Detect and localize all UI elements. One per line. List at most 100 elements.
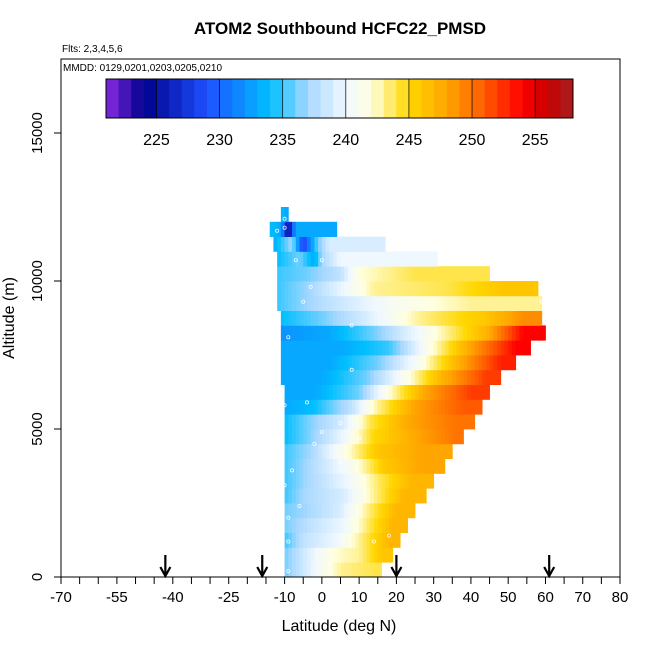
heat-cell [385,340,390,356]
heat-cell [303,458,308,474]
heat-cell [407,340,412,356]
down-arrow-icon [543,555,556,579]
heat-cell [388,355,394,371]
heat-cell [306,532,312,548]
heat-cell [385,547,390,563]
colorbar-swatch [307,79,321,118]
heat-cell [403,429,408,445]
heat-cell [306,355,312,371]
heat-cell [370,340,375,356]
heat-cell [403,295,408,311]
heat-cell [433,399,438,415]
heat-cell [325,295,330,311]
heat-cell [426,414,431,430]
heat-cell [284,221,289,237]
heat-cell [306,281,312,297]
heat-cell [403,384,408,400]
heat-cell [295,473,300,489]
heat-cell [526,281,531,297]
heat-cell [534,310,539,326]
heat-cell [504,340,509,356]
heat-cell [474,295,479,311]
colorbar-swatch [421,79,435,118]
heat-cell [400,488,405,504]
heat-cell [366,236,371,252]
heat-cell [306,488,312,504]
heat-cell [392,414,397,430]
heat-cell [381,281,386,297]
heat-cell [478,399,483,415]
heat-cell [377,429,382,445]
heat-cell [448,369,453,385]
heat-cell [400,503,405,519]
heat-cell [344,517,349,533]
heat-cell [359,399,364,415]
heat-cell [400,384,405,400]
heat-cell [366,281,371,297]
heat-cell [329,414,334,430]
heat-cell [292,310,297,326]
heat-cell [321,384,326,400]
heat-cell [314,310,319,326]
heat-cell [303,295,308,311]
heat-cell [303,266,308,282]
heat-cell [444,443,449,459]
colorbar-swatch [143,79,157,118]
heat-cell [422,399,427,415]
heat-cell [374,281,379,297]
heat-cell [392,458,397,474]
heat-cell [388,458,394,474]
heat-cell [280,281,285,297]
heat-cell [407,251,412,267]
heat-cell [310,414,315,430]
heat-cell [381,236,386,252]
heat-cell [284,207,289,223]
heat-cell [295,443,300,459]
heat-cell [411,399,416,415]
heat-cell [485,281,490,297]
heat-cell [374,562,379,578]
heat-cell [374,325,379,341]
heat-cell [333,414,338,430]
heat-cell [292,517,297,533]
heat-cell [284,384,289,400]
heat-cell [377,473,382,489]
heat-cell [344,325,349,341]
heat-cell [388,532,394,548]
heat-cell [392,310,397,326]
heat-cell [377,325,382,341]
heat-cell [441,295,446,311]
colorbar-swatch [497,79,511,118]
heat-cell [429,266,435,282]
heat-cell [411,295,416,311]
heat-cell [303,488,308,504]
heat-cell [452,369,457,385]
heat-cell [392,369,397,385]
heat-cell [385,384,390,400]
heat-cell [452,266,457,282]
heat-cell [504,325,509,341]
heat-cell [370,547,375,563]
heat-cell [347,488,353,504]
heat-cell [344,458,349,474]
heat-cell [463,399,468,415]
heat-cell [288,266,293,282]
heat-cell [415,414,420,430]
heat-cell [422,384,427,400]
heat-cell [485,266,490,282]
heat-cell [318,384,323,400]
heat-cell [381,295,386,311]
sample-point [386,533,391,538]
heat-cell [396,384,401,400]
colorbar-tick-label: 250 [459,132,486,149]
heat-cell [388,295,394,311]
heat-cell [508,310,513,326]
colorbar-tick-label: 245 [396,132,423,149]
heat-cell [377,503,382,519]
heat-cell [370,517,375,533]
heat-cell [325,532,330,548]
heat-cell [306,340,312,356]
heat-cell [329,458,334,474]
heat-cell [284,355,289,371]
